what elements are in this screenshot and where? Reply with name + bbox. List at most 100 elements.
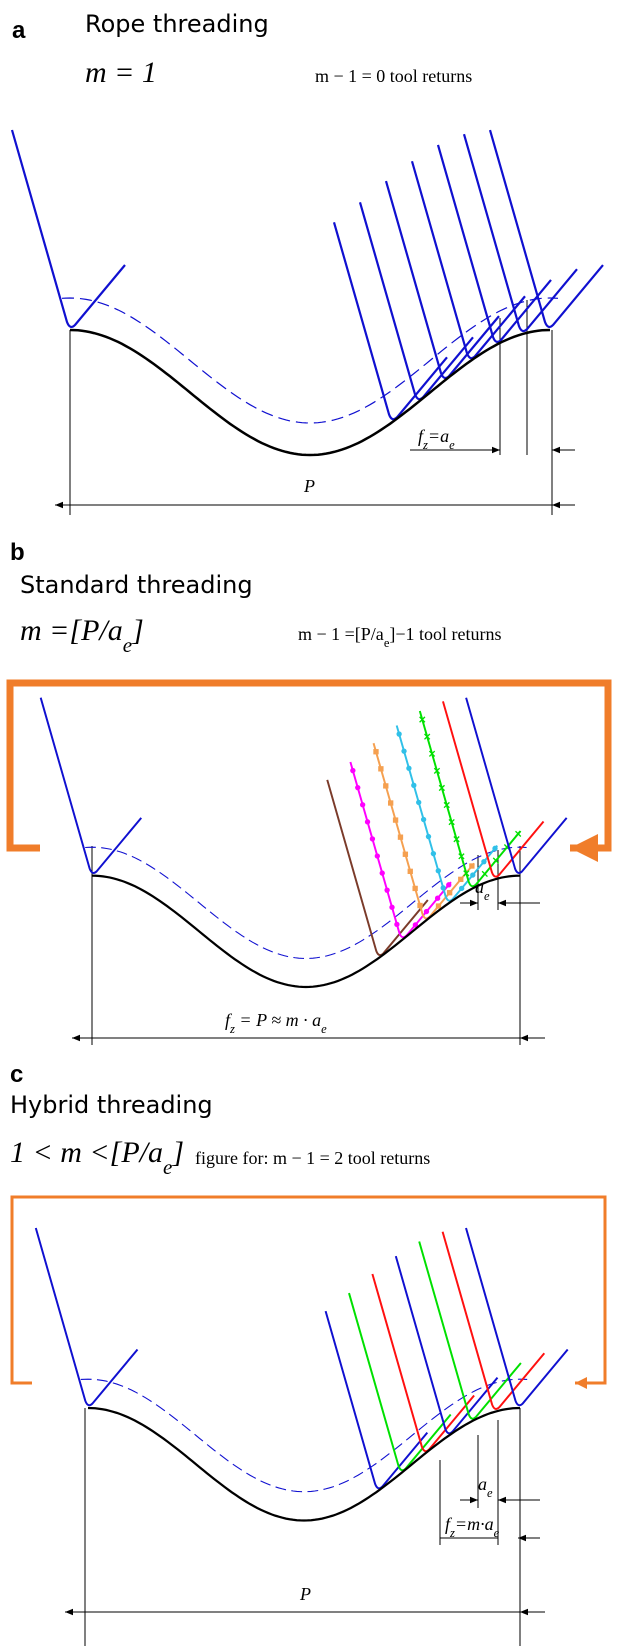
tool-marker (364, 819, 371, 825)
thread-profile (69, 328, 551, 457)
formula-text: f (445, 1514, 453, 1534)
formula-text: figure for: m − 1 = 2 tool returns (195, 1148, 430, 1168)
thread-profile (87, 1406, 521, 1522)
tool-marker (423, 908, 430, 915)
subscript: z (422, 438, 428, 452)
tool-path (85, 846, 527, 960)
tool (442, 701, 545, 878)
dimension-label: ae (475, 877, 490, 903)
subscript: z (449, 1526, 455, 1540)
formula-text: m − 1 =[P/a (298, 624, 384, 644)
tool (436, 144, 552, 343)
formula-text: f (225, 1010, 233, 1030)
tool (418, 710, 522, 888)
tool (395, 725, 499, 902)
formula: m =[P/ae] (20, 614, 144, 657)
formula-text: P (303, 476, 315, 496)
tool (394, 1255, 499, 1435)
formula-text: a (475, 877, 484, 897)
thread-profile (92, 874, 520, 989)
panel-label: b (10, 539, 25, 566)
subscript: e (449, 438, 455, 452)
tool-marker (369, 836, 376, 842)
panel-title: Rope threading (85, 10, 269, 38)
formula-text: =m·a (455, 1514, 494, 1534)
formula-text: P (299, 1584, 311, 1604)
tool (418, 1241, 522, 1420)
tool (10, 129, 126, 329)
tool (441, 1231, 546, 1410)
tool-marker (458, 853, 465, 860)
tool-marker (448, 818, 455, 826)
panel-title: Standard threading (20, 571, 253, 599)
tool-marker (458, 885, 465, 892)
tool-marker (428, 750, 436, 757)
dimension-label: ae (478, 1474, 493, 1500)
dimension-label: fz=ae (418, 426, 455, 452)
panel-title: Hybrid threading (10, 1091, 213, 1119)
subscript: e (494, 1526, 500, 1540)
tool-marker (401, 748, 407, 754)
subscript: e (384, 636, 390, 650)
tool-marker (435, 903, 442, 909)
dimension-label: P (303, 476, 315, 496)
tool-marker (433, 767, 441, 774)
tool-marker (383, 783, 389, 789)
tool-marker (394, 921, 400, 928)
tool (410, 160, 526, 360)
note: figure for: m − 1 = 2 tool returns (195, 1148, 430, 1168)
formula-text: a (478, 1474, 487, 1494)
dimension-label: fz = P ≈ m · ae (225, 1010, 327, 1036)
note: m − 1 = 0 tool returns (315, 66, 472, 86)
tool-marker (470, 872, 476, 878)
tool-marker (492, 857, 500, 864)
tool-marker (350, 767, 356, 774)
tool-marker (424, 733, 431, 740)
tool-marker (406, 765, 412, 771)
formula-text: m − 1 = 0 tool returns (315, 66, 472, 86)
formula-text: = P ≈ m · a (235, 1010, 321, 1030)
tool-marker (446, 890, 453, 896)
tool (465, 697, 568, 874)
return-path (10, 1195, 607, 1389)
tool-marker (469, 863, 475, 869)
formula: 1 < m <[P/ae] (10, 1136, 184, 1179)
tool-marker (373, 749, 379, 755)
tool-marker (458, 876, 464, 883)
formula-text: =a (428, 426, 449, 446)
profile-group (10, 129, 604, 457)
tool-marker (359, 802, 366, 808)
formula-text: ] (131, 614, 144, 647)
tool-marker (419, 716, 426, 723)
tool-marker (417, 902, 423, 909)
return-path (6, 679, 612, 862)
tool-marker (407, 868, 413, 875)
tool-marker (515, 830, 522, 837)
tool-marker (389, 904, 395, 910)
subscript: z (229, 1022, 235, 1036)
tool-marker (397, 834, 404, 840)
tool-marker (411, 782, 417, 788)
tool-marker (384, 887, 390, 893)
tool-marker (378, 766, 384, 772)
formula-text: m = 1 (85, 56, 157, 89)
tool (39, 697, 143, 874)
formula: m = 1 (85, 56, 157, 89)
tool-marker (443, 801, 450, 809)
formula-text: ]−1 tool returns (389, 624, 501, 644)
tool-marker (379, 870, 385, 876)
tool-marker (392, 817, 399, 823)
tool (465, 1227, 569, 1407)
tool-path (80, 1378, 528, 1493)
profile-group (39, 697, 568, 989)
tool-marker (430, 851, 437, 857)
tool (488, 129, 604, 329)
tool-marker (374, 853, 380, 859)
dimension-label: P (299, 1584, 311, 1604)
tool-marker (355, 784, 361, 791)
formula-text: 1 < m <[P/a (10, 1136, 163, 1169)
formula-text: m =[P/a (20, 614, 123, 647)
subscript: e (163, 1155, 172, 1179)
tool-marker (416, 799, 422, 806)
